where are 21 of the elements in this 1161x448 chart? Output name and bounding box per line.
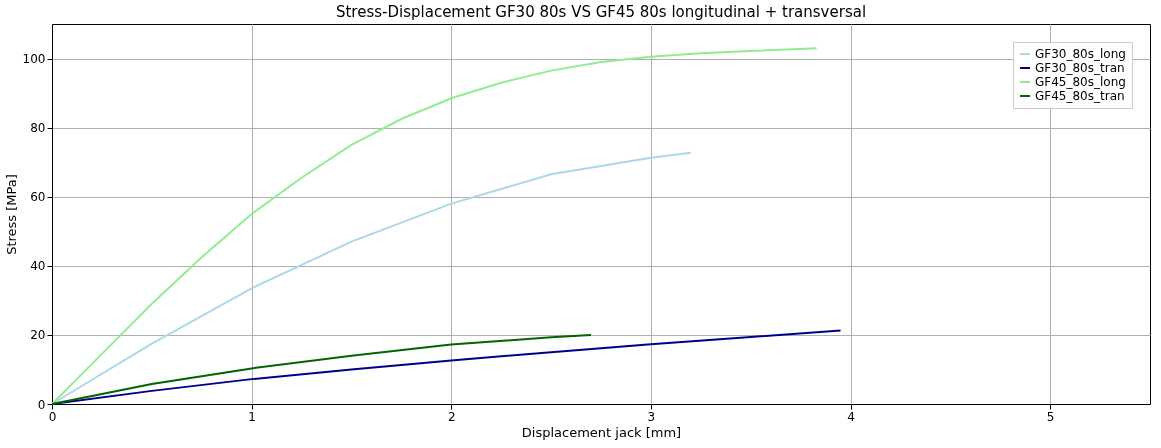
y-tick-label: 0: [37, 397, 46, 412]
x-tick-label: 5: [1046, 409, 1055, 424]
y-tick-label: 60: [30, 190, 46, 205]
legend-label: GF30_80s_long: [1035, 47, 1126, 61]
x-tick-label: 2: [447, 409, 456, 424]
legend-label: GF30_80s_tran: [1035, 61, 1125, 75]
x-tick-label: 4: [847, 409, 855, 424]
legend-label: GF45_80s_tran: [1035, 89, 1125, 103]
line-series: [51, 333, 593, 405]
y-tick-label: 80: [30, 121, 46, 136]
x-axis-title: Displacement jack [mm]: [521, 424, 682, 440]
x-tick-label: 3: [647, 409, 656, 424]
line-series: [51, 47, 818, 405]
y-tick-label: 20: [30, 328, 46, 343]
x-tick-label: 1: [248, 409, 256, 424]
x-tick-label: 0: [48, 409, 57, 424]
legend-label: GF45_80s_long: [1035, 75, 1126, 89]
y-tick-label: 100: [22, 52, 46, 67]
y-axis-title: Stress [MPa]: [3, 174, 19, 255]
y-tick-label: 40: [30, 259, 46, 274]
chart-title: Stress-Displacement GF30 80s VS GF45 80s longitudinal + transversal: [335, 3, 867, 21]
